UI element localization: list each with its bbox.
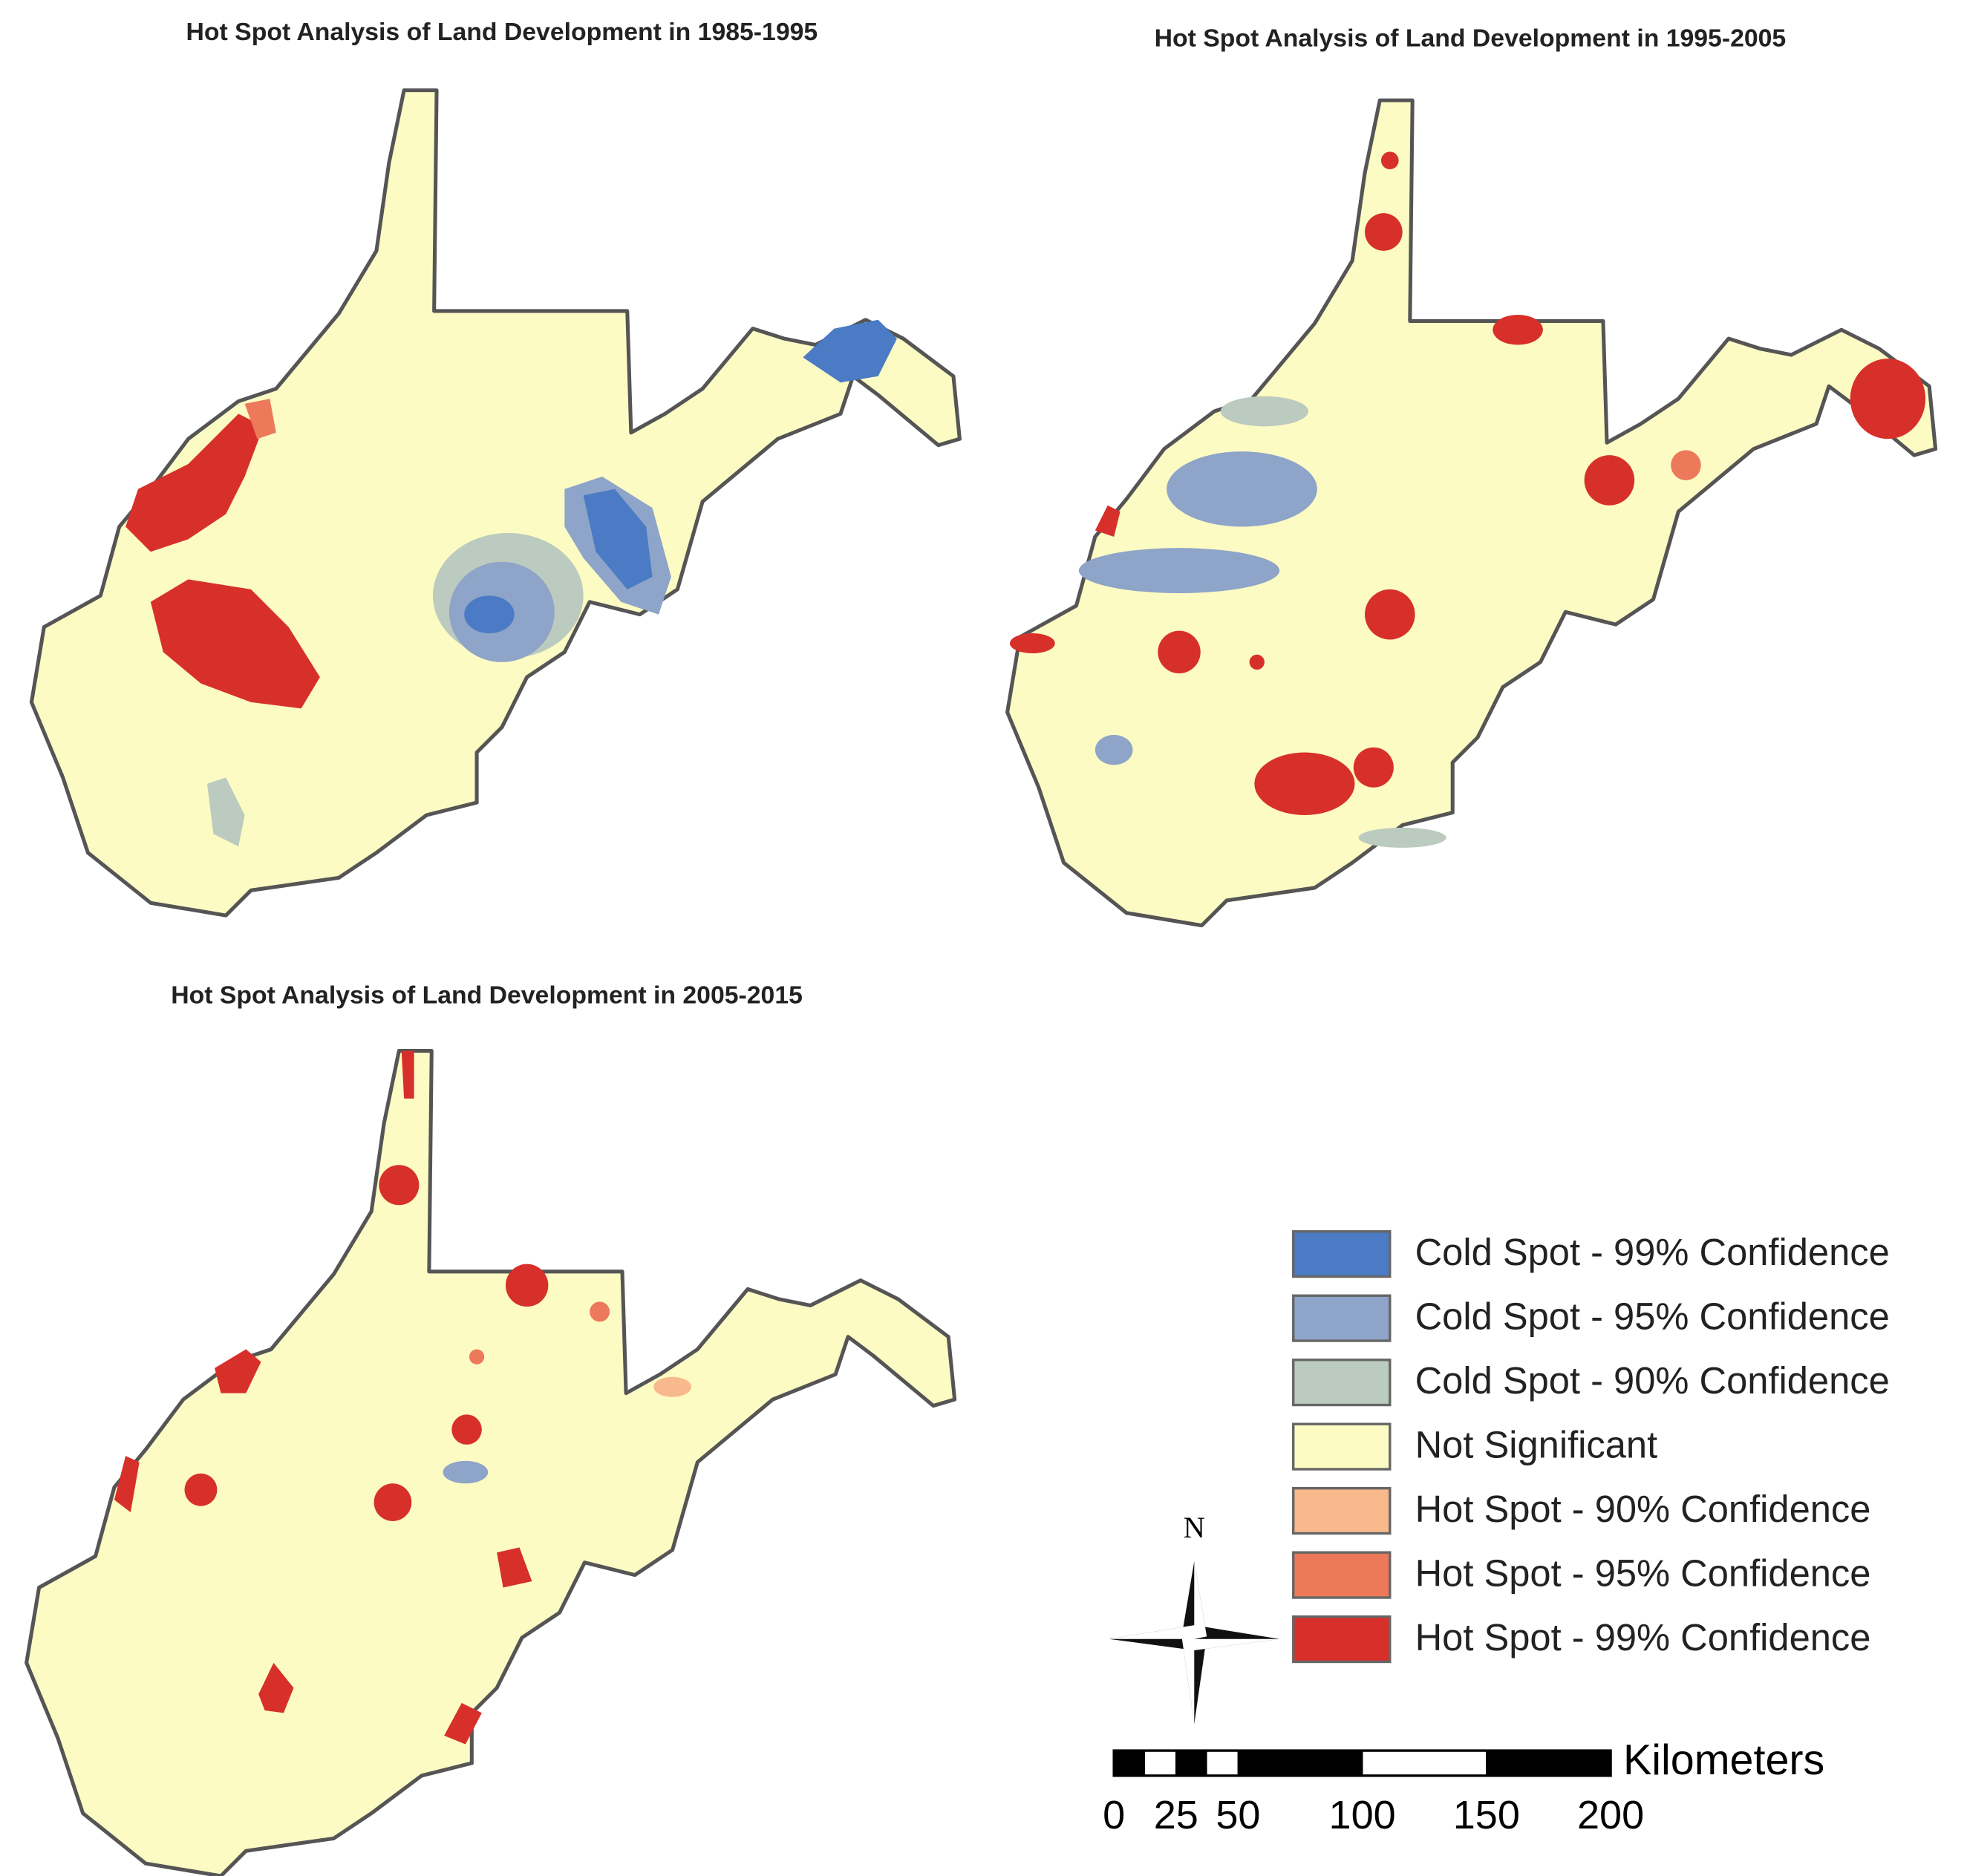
legend-swatch <box>1292 1359 1392 1407</box>
hot-spot <box>1158 630 1201 674</box>
state-outline <box>27 1051 955 1876</box>
cold-spot <box>206 777 245 847</box>
hot-spot <box>258 1662 294 1713</box>
legend-label: Cold Spot - 95% Confidence <box>1415 1295 1890 1338</box>
hot-spot <box>244 399 276 439</box>
hot-spot <box>215 1349 261 1393</box>
hot-spot <box>1249 654 1265 670</box>
cold-spot <box>464 595 515 634</box>
map-title: Hot Spot Analysis of Land Development in… <box>171 981 803 1009</box>
hot-spot <box>1365 213 1403 251</box>
hot-spot <box>150 579 320 709</box>
map-title: Hot Spot Analysis of Land Development in… <box>186 18 818 46</box>
hot-spot <box>1254 752 1355 815</box>
hot-spot <box>1353 747 1394 788</box>
legend-label: Cold Spot - 99% Confidence <box>1415 1231 1890 1273</box>
cold-spot <box>443 1460 489 1484</box>
legend-swatch <box>1292 1487 1392 1535</box>
scale-label: 50 <box>1216 1793 1260 1837</box>
cold-spot <box>583 488 653 589</box>
hot-spot <box>1009 633 1055 654</box>
hot-spot <box>1365 589 1415 640</box>
cold-spot <box>1220 396 1308 427</box>
north-arrow: N <box>1109 1511 1280 1725</box>
hot-spot <box>401 1050 414 1099</box>
arrow-highlight <box>1109 1561 1280 1725</box>
legend-swatch <box>1292 1551 1392 1599</box>
legend-label: Cold Spot - 90% Confidence <box>1415 1359 1890 1402</box>
scale-segment <box>1238 1751 1363 1776</box>
legend-swatch <box>1292 1615 1392 1664</box>
scale-unit: Kilometers <box>1623 1736 1824 1784</box>
hot-spot <box>451 1414 482 1445</box>
hot-spot <box>590 1301 610 1322</box>
legend-swatch <box>1292 1230 1392 1278</box>
cold-spot <box>1358 827 1446 848</box>
scale-bar: 0 25 50 100 150 200 Kilometers <box>1103 1736 1824 1837</box>
legend: Cold Spot - 99% Confidence Cold Spot - 95… <box>1292 1230 1890 1664</box>
scale-label: 0 <box>1103 1793 1125 1837</box>
legend-label: Hot Spot - 90% Confidence <box>1415 1488 1871 1530</box>
legend-swatch <box>1292 1422 1392 1471</box>
state-outline <box>1008 100 1936 925</box>
hot-spot <box>373 1483 412 1521</box>
cold-spot <box>803 319 897 383</box>
hot-spot <box>505 1264 549 1307</box>
scale-segment <box>1486 1751 1611 1776</box>
scale-label: 200 <box>1577 1793 1644 1837</box>
cold-spot <box>1095 734 1133 765</box>
hot-spot <box>114 1456 140 1513</box>
scale-label: 25 <box>1154 1793 1198 1837</box>
hot-spot <box>497 1547 532 1588</box>
hot-spot <box>1671 450 1701 480</box>
hot-spot <box>1095 505 1120 537</box>
scale-label: 150 <box>1453 1793 1520 1837</box>
hot-spot <box>1850 359 1926 439</box>
north-label: N <box>1184 1511 1205 1544</box>
hot-spot <box>444 1702 482 1745</box>
hot-spot <box>1493 314 1543 345</box>
legend-label: Hot Spot - 99% Confidence <box>1415 1616 1871 1658</box>
hot-spot <box>379 1165 420 1206</box>
hot-spot <box>1584 455 1635 506</box>
hot-spot <box>125 414 264 552</box>
map-2005-2015 <box>27 1051 955 1876</box>
legend-swatch <box>1292 1294 1392 1342</box>
legend-label: Hot Spot - 95% Confidence <box>1415 1552 1871 1595</box>
scale-segment <box>1114 1751 1145 1776</box>
hot-spot <box>184 1473 218 1506</box>
map-1985-1995 <box>31 91 959 915</box>
hot-spot <box>653 1376 691 1397</box>
hot-spot <box>1380 151 1399 170</box>
scale-label: 100 <box>1329 1793 1396 1837</box>
cold-spot <box>1167 451 1317 527</box>
hot-spot <box>469 1349 485 1364</box>
scale-segment <box>1175 1751 1207 1776</box>
legend-label: Not Significant <box>1415 1424 1658 1466</box>
map-1995-2005 <box>1008 100 1936 925</box>
map-title: Hot Spot Analysis of Land Development in… <box>1155 24 1787 52</box>
cold-spot <box>1078 548 1280 593</box>
